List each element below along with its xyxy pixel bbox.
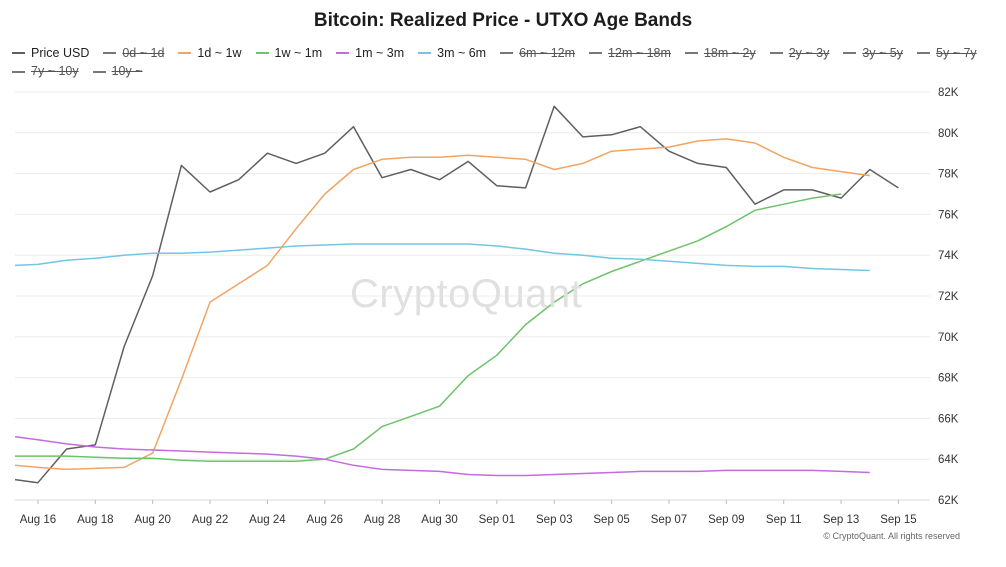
series-line-0: [14, 105, 899, 484]
series-line-2: [15, 193, 842, 462]
legend-swatch: [255, 52, 269, 54]
legend-swatch: [917, 52, 931, 54]
legend-label: 10y ~: [111, 64, 143, 78]
chart-legend: Price USD 0d ~ 1d 1d ~ 1w 1w ~ 1m 1m ~ 3m 3m …: [12, 43, 992, 80]
x-tick-label: Aug 18: [77, 514, 113, 526]
legend-swatch: [103, 52, 117, 54]
legend-item-3[interactable]: 1w ~ 1m: [255, 45, 323, 62]
legend-swatch: [336, 52, 350, 54]
x-tick-label: Aug 20: [134, 514, 170, 526]
x-tick-label: Aug 30: [421, 514, 457, 526]
copyright-credit: © CryptoQuant. All rights reserved: [823, 531, 960, 541]
y-tick-label: 74K: [938, 250, 959, 262]
grid-lines: [15, 91, 930, 501]
y-tick-label: 80K: [938, 128, 959, 140]
y-tick-label: 70K: [938, 332, 959, 344]
legend-item-8[interactable]: 18m ~ 2y: [684, 45, 756, 62]
y-tick-label: 68K: [938, 373, 959, 385]
x-tick-label: Sep 13: [823, 514, 859, 526]
legend-item-12[interactable]: 7y ~ 10y: [12, 63, 79, 80]
y-tick-label: 66K: [938, 413, 959, 425]
legend-item-1[interactable]: 0d ~ 1d: [103, 45, 164, 62]
legend-item-2[interactable]: 1d ~ 1w: [178, 45, 242, 62]
x-tick-label: Sep 07: [651, 514, 687, 526]
legend-swatch: [500, 52, 514, 54]
series-line-4: [14, 243, 870, 272]
legend-label: 3m ~ 6m: [437, 45, 487, 60]
legend-label: 7y ~ 10y: [31, 64, 79, 78]
legend-swatch: [12, 52, 25, 54]
series-lines: [14, 105, 899, 484]
legend-swatch: [769, 52, 783, 54]
x-tick-label: Aug 16: [20, 514, 56, 526]
x-tick-label: Sep 03: [536, 514, 572, 526]
legend-swatch: [684, 52, 698, 54]
legend-item-11[interactable]: 5y ~ 7y: [917, 45, 977, 62]
legend-swatch: [178, 52, 192, 54]
watermark: CryptoQuant: [350, 272, 583, 316]
legend-swatch: [589, 52, 603, 54]
legend-label: Price USD: [31, 45, 90, 60]
chart-title: Bitcoin: Realized Price - UTXO Age Bands: [313, 10, 693, 31]
legend-swatch: [92, 70, 106, 73]
series-line-3: [14, 436, 870, 477]
legend-label: 3y ~ 5y: [862, 45, 904, 60]
legend-label: 18m ~ 2y: [703, 45, 756, 60]
x-tick-label: Sep 11: [766, 514, 802, 526]
legend-item-9[interactable]: 2y ~ 3y: [769, 45, 830, 62]
legend-label: 2y ~ 3y: [788, 45, 830, 60]
y-tick-label: 76K: [938, 209, 959, 221]
x-tick-label: Sep 15: [880, 514, 916, 526]
y-axis: 62K 64K 66K 68K 70K 72K 74K 76K 78K 80K 82K: [938, 87, 959, 507]
legend-label: 5y ~ 7y: [936, 45, 977, 60]
x-tick-label: Aug 28: [364, 514, 400, 526]
legend-item-10[interactable]: 3y ~ 5y: [843, 45, 903, 62]
legend-swatch: [843, 52, 857, 54]
series-line-1: [14, 138, 870, 471]
legend-item-0[interactable]: Price USD: [12, 45, 89, 62]
y-tick-label: 78K: [938, 169, 959, 181]
legend-swatch: [418, 52, 432, 54]
x-tick-label: Aug 22: [192, 514, 228, 526]
legend-label: 12m ~ 18m: [608, 45, 671, 60]
legend-label: 6m ~ 12m: [519, 45, 576, 60]
legend-label: 1d ~ 1w: [197, 45, 242, 60]
y-tick-label: 62K: [938, 495, 959, 507]
legend-item-7[interactable]: 12m ~ 18m: [589, 45, 671, 62]
legend-label: 1m ~ 3m: [355, 45, 405, 60]
legend-swatch: [12, 70, 25, 73]
legend-item-6[interactable]: 6m ~ 12m: [500, 45, 575, 62]
legend-item-13[interactable]: 10y ~: [92, 63, 143, 80]
x-tick-label: Sep 01: [479, 514, 515, 526]
x-tick-label: Aug 24: [249, 514, 286, 526]
legend-label: 0d ~ 1d: [122, 45, 165, 60]
legend-label: 1w ~ 1m: [274, 45, 323, 60]
x-axis: Aug 16 Aug 18 Aug 20 Aug 22 Aug 24 Aug 26 Aug …: [20, 500, 917, 526]
y-tick-label: 82K: [938, 87, 959, 99]
x-tick-label: Sep 05: [593, 514, 629, 526]
legend-item-5[interactable]: 3m ~ 6m: [418, 45, 486, 62]
legend-item-4[interactable]: 1m ~ 3m: [336, 45, 404, 62]
y-tick-label: 72K: [938, 291, 959, 303]
x-tick-label: Aug 26: [307, 514, 343, 526]
x-tick-label: Sep 09: [708, 514, 744, 526]
y-tick-label: 64K: [938, 454, 959, 466]
